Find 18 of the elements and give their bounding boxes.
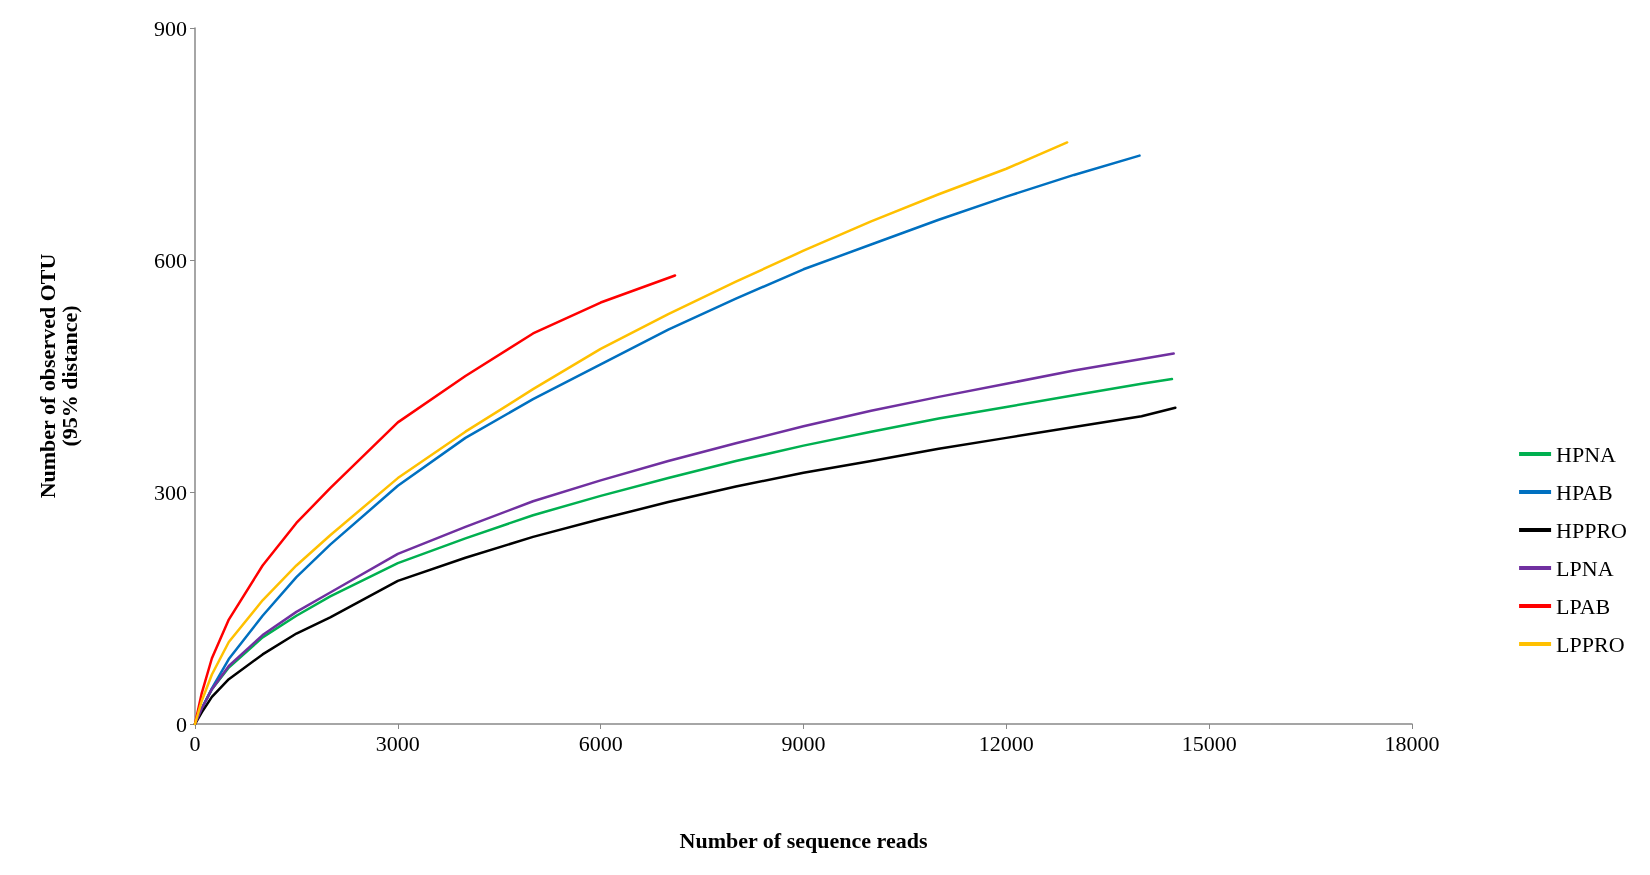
y-tick-label: 900 (154, 15, 187, 41)
legend-label: LPPRO (1556, 631, 1625, 657)
x-tick-label: 12000 (978, 730, 1034, 756)
y-tick-label: 600 (154, 247, 187, 273)
legend-label: LPAB (1556, 593, 1611, 619)
legend-label: HPAB (1556, 479, 1613, 505)
x-axis-title: Number of sequence reads (679, 827, 928, 853)
y-tick-label: 300 (154, 479, 187, 505)
y-tick-label: 0 (176, 711, 187, 737)
x-tick-label: 18000 (1384, 730, 1440, 756)
x-tick-label: 6000 (578, 730, 623, 756)
x-tick-label: 3000 (375, 730, 420, 756)
x-tick-label: 9000 (781, 730, 826, 756)
legend-label: HPNA (1556, 441, 1617, 467)
x-tick-label: 15000 (1181, 730, 1237, 756)
legend-label: LPNA (1556, 555, 1614, 581)
legend-label: HPPRO (1556, 517, 1627, 543)
y-axis-title: Number of observed OTU (95% distance) (34, 253, 82, 499)
